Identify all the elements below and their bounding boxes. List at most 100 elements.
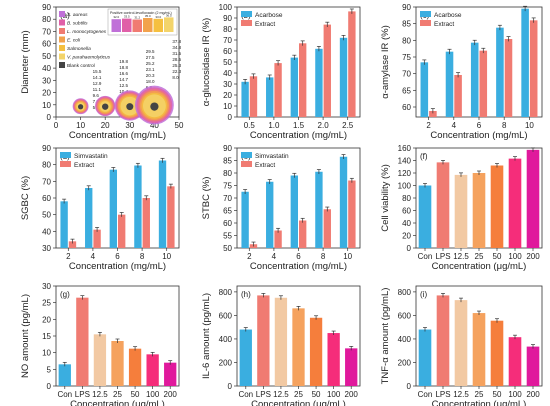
x-tick-label: 4 xyxy=(91,252,96,261)
legend-swatch xyxy=(59,36,65,43)
legend-swatch xyxy=(420,20,431,26)
y-tick-label: 200 xyxy=(219,358,233,367)
bar-extract xyxy=(142,198,150,248)
inset-bar xyxy=(143,18,153,32)
x-tick-label: 10 xyxy=(343,252,352,261)
x-tick-label: 6 xyxy=(296,252,301,261)
y-tick-label: 80 xyxy=(223,169,232,178)
x-axis-label: Concentration (μg/mL) xyxy=(432,399,527,406)
bar-25 xyxy=(472,173,486,248)
y-tick-label: 160 xyxy=(398,144,412,153)
bar-lps xyxy=(257,295,270,386)
bar-extract xyxy=(504,39,513,117)
y-tick-label: 90 xyxy=(42,3,51,12)
plot-frame xyxy=(55,6,180,118)
legend-label: E. coli xyxy=(67,38,81,44)
x-tick-label: 12.5 xyxy=(453,252,469,261)
x-tick-label: 8 xyxy=(321,252,326,261)
bar-extract xyxy=(274,230,282,248)
y-tick-label: 85 xyxy=(402,20,411,29)
y-tick-label: 90 xyxy=(223,14,232,23)
x-tick-label: 2 xyxy=(66,252,71,261)
panel-i: 0 200 400 600 800 TNF-α amount (pg/mL) Concent… xyxy=(380,285,543,406)
bar-simvastatin xyxy=(339,156,348,248)
bar-extract xyxy=(299,43,307,117)
legend-swatch xyxy=(60,152,71,158)
data-label: 25.2 xyxy=(146,61,155,66)
bar-200 xyxy=(526,149,540,248)
bar-extract xyxy=(479,50,488,117)
x-tick-label: 0.5 xyxy=(244,121,256,130)
bar-extract xyxy=(348,180,356,248)
x-tick-label: 200 xyxy=(164,390,178,399)
x-tick-label: 6 xyxy=(477,121,482,130)
y-axis-label: IL-6 amount (pg/mL) xyxy=(201,293,212,379)
legend-swatch xyxy=(60,161,71,167)
bar-con xyxy=(418,185,432,248)
panel-label: (a) xyxy=(60,11,70,20)
x-tick-label: 12.5 xyxy=(453,390,469,399)
bar-acarbose xyxy=(266,77,274,117)
y-tick-label: 65 xyxy=(402,86,411,95)
y-tick-label: 80 xyxy=(42,161,51,170)
x-axis-label: Concentration (mg/mL) xyxy=(430,130,527,141)
x-tick-label: 40 xyxy=(150,121,159,130)
data-label: 19.8 xyxy=(119,59,128,64)
bar-lps xyxy=(76,297,89,386)
panel-g: 0 5 10 15 20 25 30 NO amount (pg/mL) Concentrati… xyxy=(20,282,180,406)
x-tick-label: 25 xyxy=(294,390,303,399)
x-tick-label: 100 xyxy=(327,390,341,399)
x-tick-label: 200 xyxy=(345,390,359,399)
x-tick-label: 50 xyxy=(493,390,502,399)
data-label: 9.6 xyxy=(93,93,100,98)
data-label: 11.1 xyxy=(93,87,102,92)
y-axis-label: TNF-α amount (pg/mL) xyxy=(380,288,391,385)
legend-swatch xyxy=(59,53,65,60)
y-tick-label: 90 xyxy=(402,3,411,12)
y-tick-label: 65 xyxy=(223,207,232,216)
panel-a: 0 10 20 30 40 50 60 70 80 90 Diameter (mm) Concentr… xyxy=(20,3,184,141)
data-label: 16.6 xyxy=(119,71,128,76)
y-tick-label: 60 xyxy=(42,194,51,203)
bar-200 xyxy=(345,348,358,386)
x-tick-label: 25 xyxy=(113,390,122,399)
y-tick-label: 20 xyxy=(42,315,51,324)
data-label: 23.1 xyxy=(146,67,155,72)
y-tick-label: 50 xyxy=(223,58,232,67)
y-axis-label: STBC (%) xyxy=(201,177,212,220)
x-tick-label: Con xyxy=(418,252,433,261)
x-tick-label: 100 xyxy=(508,252,522,261)
x-tick-label: 50 xyxy=(493,252,502,261)
bar-con xyxy=(58,364,71,386)
bar-simvastatin xyxy=(241,191,249,248)
bar-extract xyxy=(118,214,126,248)
y-tick-label: 0 xyxy=(407,382,412,391)
legend-label: Extract xyxy=(434,21,454,28)
y-tick-label: 50 xyxy=(223,244,232,253)
legend-label: V. parahaemolyticus xyxy=(67,55,111,61)
y-tick-label: 0 xyxy=(407,244,412,253)
legend-label: Acarbose xyxy=(255,12,283,19)
x-tick-label: 4 xyxy=(272,252,277,261)
bar-50 xyxy=(490,165,504,248)
x-axis-label: Concentration (mg/mL) xyxy=(69,130,166,141)
y-tick-label: 70 xyxy=(42,177,51,186)
y-tick-label: 30 xyxy=(42,244,51,253)
y-tick-label: 20 xyxy=(402,232,411,241)
x-tick-label: Con xyxy=(57,390,72,399)
x-tick-label: 100 xyxy=(508,390,522,399)
bar-25 xyxy=(111,341,124,386)
data-label: 34.8 xyxy=(172,45,181,50)
panel-h: 0 200 400 600 800 IL-6 amount (pg/mL) Concentr… xyxy=(201,285,361,406)
y-tick-label: 80 xyxy=(42,15,51,24)
bubble-blank-control xyxy=(77,104,84,110)
x-tick-label: LPS xyxy=(75,390,90,399)
inset-bar xyxy=(122,18,132,32)
x-axis-label: Concentration (μg/mL) xyxy=(70,399,165,406)
y-tick-label: 25 xyxy=(42,299,51,308)
data-label: 25.3 xyxy=(172,63,181,68)
inset-bar xyxy=(111,19,121,32)
panel-e: 50 55 60 65 70 75 80 85 90 STBC (%) Concentration … xyxy=(201,144,361,272)
legend-swatch xyxy=(241,152,252,158)
bar-100 xyxy=(508,337,522,386)
